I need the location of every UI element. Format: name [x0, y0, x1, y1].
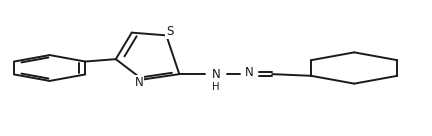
Text: H: H [212, 82, 220, 92]
Text: N: N [135, 76, 143, 89]
Text: S: S [166, 25, 174, 38]
Text: N: N [212, 68, 220, 81]
Text: N: N [245, 66, 254, 79]
